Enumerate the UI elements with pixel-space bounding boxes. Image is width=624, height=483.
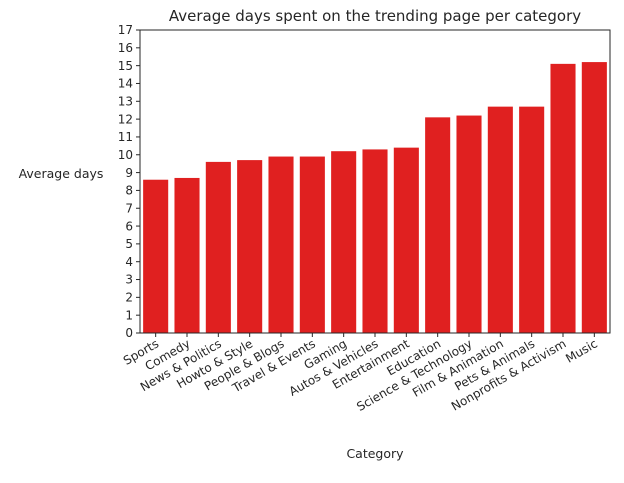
- y-tick-label: 16: [118, 41, 133, 55]
- y-tick-label: 9: [125, 166, 133, 180]
- y-tick-label: 12: [118, 112, 133, 126]
- chart-title: Average days spent on the trending page …: [169, 7, 581, 25]
- bar-1: [174, 177, 200, 333]
- bar-14: [581, 62, 607, 333]
- bar-2: [205, 161, 231, 333]
- y-tick-label: 14: [118, 77, 133, 91]
- y-tick-label: 7: [125, 201, 133, 215]
- bar-11: [487, 106, 513, 333]
- y-tick-label: 1: [125, 308, 133, 322]
- bar-10: [456, 115, 482, 333]
- y-tick-label: 8: [125, 184, 133, 198]
- y-tick-label: 5: [125, 237, 133, 251]
- y-tick-label: 11: [118, 130, 133, 144]
- y-tick-label: 15: [118, 59, 133, 73]
- bar-8: [393, 147, 419, 333]
- y-tick-label: 4: [125, 255, 133, 269]
- bar-4: [268, 156, 294, 333]
- bar-5: [299, 156, 325, 333]
- y-tick-label: 17: [118, 23, 133, 37]
- y-tick-label: 6: [125, 219, 133, 233]
- y-axis-title: Average days: [19, 166, 104, 181]
- bar-13: [550, 63, 576, 334]
- bar-9: [425, 117, 451, 333]
- y-tick-label: 10: [118, 148, 133, 162]
- y-tick-label: 3: [125, 273, 133, 287]
- bar-6: [331, 151, 357, 333]
- y-tick-label: 0: [125, 326, 133, 340]
- bars-layer: [143, 62, 607, 334]
- x-tick-label: Music: [563, 336, 600, 365]
- plot-frame: [139, 29, 611, 334]
- bar-12: [519, 106, 545, 333]
- x-axis-title: Category: [346, 446, 404, 461]
- bar-7: [362, 149, 388, 333]
- y-tick-label: 13: [118, 94, 133, 108]
- bar-3: [237, 160, 263, 333]
- bar-0: [143, 179, 169, 333]
- y-tick-label: 2: [125, 291, 133, 305]
